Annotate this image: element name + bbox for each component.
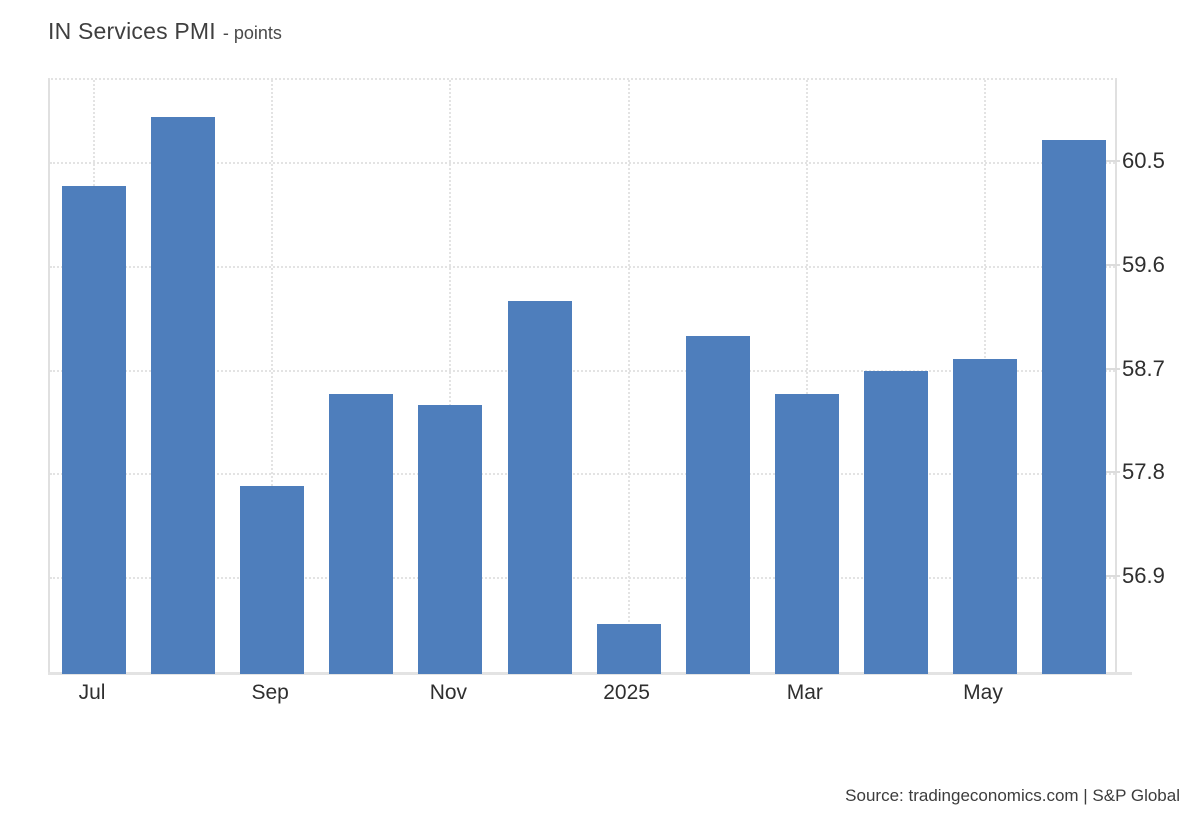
x-axis-label: Nov: [429, 681, 468, 704]
source-attribution: Source: tradingeconomics.com | S&P Globa…: [845, 786, 1180, 805]
chart-header: IN Services PMI - points: [48, 18, 282, 45]
y-axis-label: 59.6: [1122, 251, 1165, 277]
bar-jun-2025[interactable]: [1042, 140, 1107, 674]
x-axis-label: Mar: [786, 681, 823, 704]
gridline-horizontal: [50, 473, 1115, 476]
bar-nov-2024[interactable]: [418, 405, 483, 674]
bar-feb-2025[interactable]: [685, 336, 750, 674]
y-axis-tick: [1104, 367, 1120, 370]
bar-oct-2024[interactable]: [329, 394, 394, 674]
bar-jan-2025[interactable]: [596, 624, 661, 674]
chart-subtitle: - points: [222, 23, 282, 43]
x-axis-label: Jul: [78, 681, 106, 704]
bar-apr-2025[interactable]: [863, 371, 928, 674]
gridline-vertical: [271, 80, 274, 674]
gridline-horizontal: [50, 577, 1115, 580]
gridline-vertical: [449, 80, 452, 674]
y-axis-tick: [1104, 575, 1120, 578]
x-axis-label: 2025: [603, 681, 650, 704]
gridline-horizontal: [50, 369, 1115, 372]
gridline-horizontal: [50, 162, 1115, 165]
bar-sep-2024[interactable]: [240, 486, 305, 674]
bar-aug-2024[interactable]: [151, 117, 216, 674]
bar-may-2025[interactable]: [953, 359, 1017, 674]
bar-jul-2024[interactable]: [62, 186, 126, 674]
x-axis-label: May: [963, 681, 1003, 704]
y-axis-tick: [1104, 160, 1120, 163]
y-axis-tick: [1104, 471, 1120, 474]
y-axis-label: 56.9: [1122, 563, 1165, 589]
y-axis-label: 60.5: [1122, 148, 1165, 174]
gridline-horizontal: [50, 265, 1115, 268]
gridline-vertical: [805, 80, 808, 674]
bar-dec-2024[interactable]: [507, 301, 572, 674]
y-axis-label: 57.8: [1122, 459, 1165, 485]
bar-mar-2025[interactable]: [774, 394, 839, 674]
x-axis-label: Sep: [251, 681, 289, 704]
plot-area: [48, 78, 1117, 674]
gridline-vertical: [627, 80, 630, 674]
chart-title: IN Services PMI: [48, 18, 216, 44]
x-axis-line: [48, 672, 1132, 675]
y-axis-label: 58.7: [1122, 355, 1165, 381]
y-axis-tick: [1104, 263, 1120, 266]
